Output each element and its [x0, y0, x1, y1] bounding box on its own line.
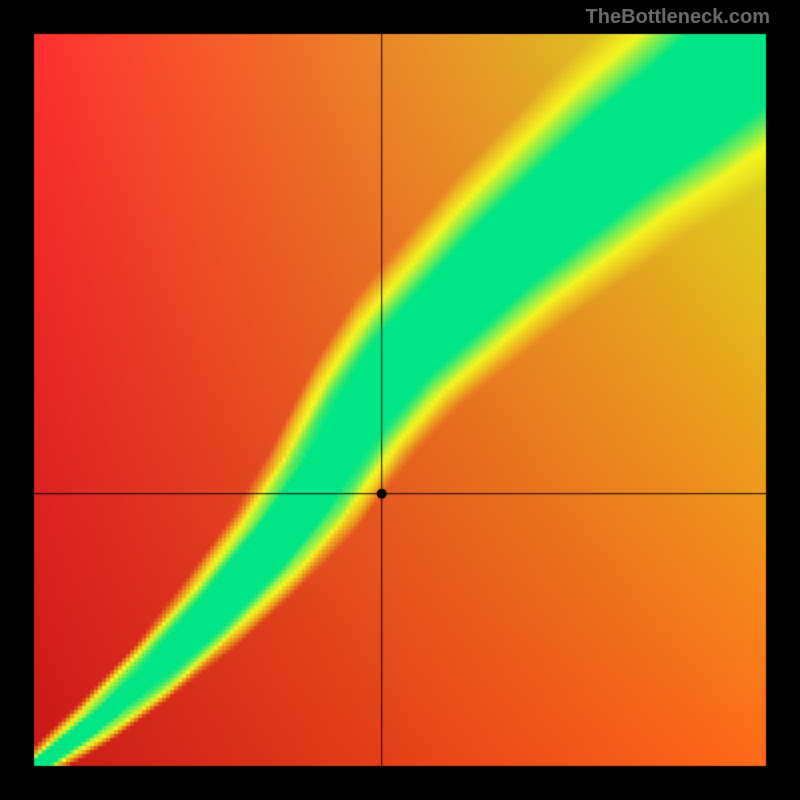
heatmap-canvas: [0, 0, 800, 800]
chart-container: TheBottleneck.com: [0, 0, 800, 800]
watermark-text: TheBottleneck.com: [586, 6, 770, 29]
